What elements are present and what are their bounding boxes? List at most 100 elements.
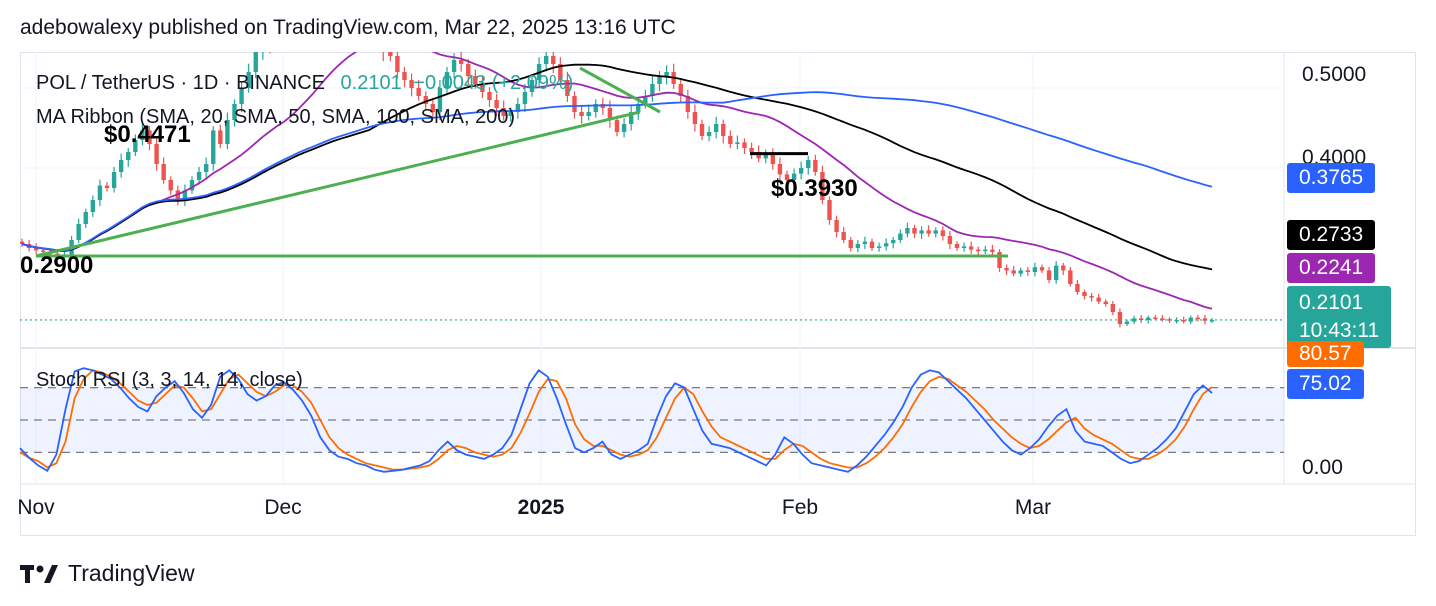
candle-body <box>650 84 655 96</box>
candle-body <box>678 84 683 96</box>
brand-name: TradingView <box>68 559 195 586</box>
candle-body <box>1075 284 1080 292</box>
candle-body <box>806 160 811 168</box>
candle-body <box>76 224 81 240</box>
time-label-nov: Nov <box>17 496 55 519</box>
candle-body <box>466 64 471 76</box>
candle-body <box>289 32 293 40</box>
candle-body <box>437 88 443 112</box>
candle-body <box>388 52 393 56</box>
candle-body <box>268 40 272 44</box>
candle-body <box>636 104 641 112</box>
candle-body <box>657 76 662 84</box>
candle-body <box>1032 267 1038 272</box>
candle-body <box>883 243 889 247</box>
candle-body <box>905 228 910 234</box>
candle-body <box>182 190 188 200</box>
candle-body <box>126 152 131 160</box>
candle-body <box>1025 270 1031 272</box>
candle-body <box>976 249 981 252</box>
candle-body <box>1103 301 1108 304</box>
candle-body <box>997 252 1002 268</box>
time-label-mar: Mar <box>1014 496 1052 519</box>
candle-body <box>409 80 414 88</box>
candle-body <box>543 56 549 64</box>
candle-body <box>381 40 385 52</box>
channel-trendline <box>579 66 661 114</box>
candle-body <box>940 230 946 236</box>
sma100-line <box>21 91 1213 252</box>
last-price-legend: 0.2101 <box>340 72 402 94</box>
candle-body <box>480 84 485 92</box>
candle-body <box>912 228 917 234</box>
candle-body <box>572 96 577 112</box>
price-pane <box>20 24 1215 328</box>
candle-body <box>1046 270 1052 280</box>
candle-body <box>515 104 521 112</box>
candle-body <box>777 164 783 175</box>
candle-body <box>324 24 328 32</box>
candle-body <box>728 136 733 144</box>
candle-body <box>869 241 875 248</box>
ma50-price-tag: 0.2733 <box>1287 220 1376 250</box>
stoch-d-line <box>19 369 1213 471</box>
candle-body <box>593 104 598 112</box>
candle-body <box>579 112 584 116</box>
candle-body <box>770 153 776 164</box>
time-label-2025: 2025 <box>517 496 565 519</box>
stoch-k-tag: 75.02 <box>1287 369 1364 399</box>
candle-body <box>346 40 350 44</box>
candle-body <box>218 130 223 144</box>
candle-body <box>706 132 712 136</box>
candle-body <box>402 72 407 80</box>
candle-body <box>111 172 117 188</box>
price-change-legend: −0.0043 (+2.09%) <box>413 72 574 94</box>
candle-body <box>1124 321 1130 324</box>
candle-body <box>947 236 953 244</box>
candle-body <box>367 28 371 32</box>
candle-body <box>1082 292 1087 296</box>
candle-body <box>522 92 528 104</box>
stoch-rsi-legend[interactable]: Stoch RSI (3, 3, 14, 14, close) <box>36 369 303 391</box>
candle-body <box>749 148 754 152</box>
annotation-low: 0.2900 <box>20 252 94 279</box>
candle-body <box>353 36 357 44</box>
candle-body <box>791 173 797 180</box>
candle-body <box>20 241 25 244</box>
sma20-line <box>21 52 1213 310</box>
chart-frame[interactable] <box>20 52 1416 536</box>
ma20-price-tag: 0.2241 <box>1287 253 1376 283</box>
candle-body <box>246 72 251 88</box>
ma-ribbon-legend[interactable]: MA Ribbon (SMA, 20, SMA, 50, SMA, 100, S… <box>36 106 516 128</box>
bar-countdown: 10:43:11 <box>1299 319 1380 342</box>
candle-body <box>820 172 825 200</box>
candle-body <box>196 172 202 180</box>
candle-body <box>97 185 103 200</box>
annotation-mid: $0.3930 <box>771 175 858 202</box>
candle-body <box>933 230 938 234</box>
last-price-tag: 0.2101 10:43:11 <box>1287 286 1392 348</box>
candle-body <box>855 244 861 248</box>
candle-body <box>1089 296 1094 298</box>
tradingview-brand[interactable]: TradingView <box>20 559 195 587</box>
price-tick-0: 0.5000 <box>1302 63 1367 86</box>
candle-body <box>961 246 967 248</box>
candle-body <box>919 230 924 234</box>
candle-body <box>395 56 400 72</box>
candle-body <box>841 232 846 240</box>
candle-body <box>784 174 790 180</box>
candle-body <box>713 124 719 132</box>
candle-body <box>282 36 286 40</box>
candle-body <box>203 164 209 172</box>
candle-body <box>1209 320 1215 322</box>
candle-body <box>331 24 335 28</box>
candle-body <box>983 249 988 252</box>
candle-body <box>586 112 591 116</box>
candle-body <box>1174 320 1179 322</box>
candle-body <box>83 212 88 224</box>
candle-body <box>118 160 124 172</box>
candle-body <box>692 112 698 124</box>
time-label-dec: Dec <box>264 496 302 519</box>
candle-body <box>494 100 499 108</box>
